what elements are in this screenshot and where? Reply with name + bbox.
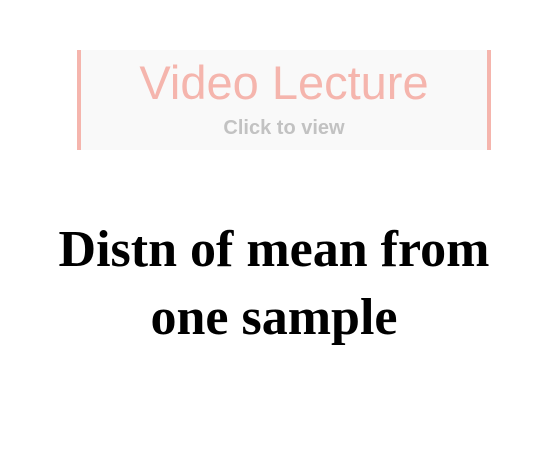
slide-title: Distn of mean from one sample — [0, 216, 548, 352]
video-lecture-button[interactable]: Video Lecture Click to view — [77, 50, 491, 150]
click-to-view-label: Click to view — [223, 117, 345, 139]
slide-title-line-1: Distn of mean from — [58, 221, 490, 278]
slide-title-line-2: one sample — [150, 289, 398, 346]
video-lecture-title: Video Lecture — [139, 56, 429, 109]
